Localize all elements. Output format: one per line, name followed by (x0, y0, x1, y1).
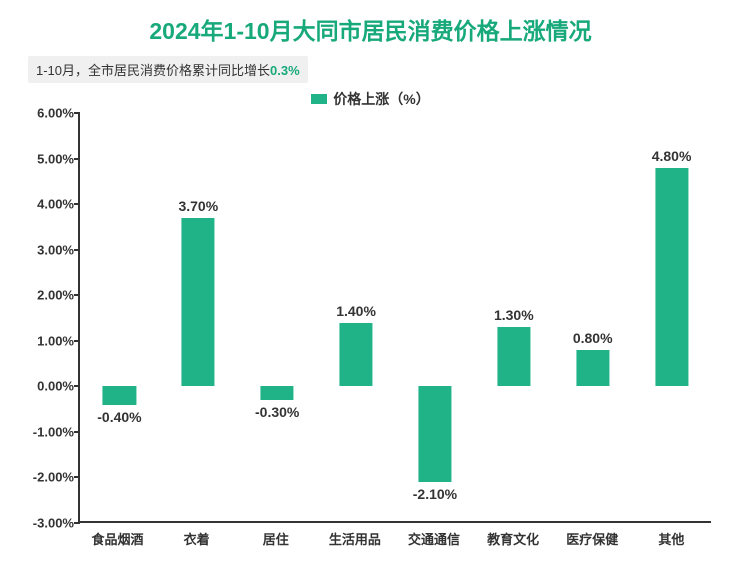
y-tick-label: 4.00% (22, 197, 74, 212)
y-tick-mark (74, 158, 80, 160)
y-tick-label: 0.00% (22, 379, 74, 394)
bar-slot: 1.40% (317, 113, 396, 521)
y-tick-label: -1.00% (22, 424, 74, 439)
chart-title: 2024年1-10月大同市居民消费价格上涨情况 (20, 12, 721, 46)
bar-value-label: 3.70% (178, 198, 218, 214)
y-tick-mark (74, 476, 80, 478)
bar-value-label: 1.30% (494, 307, 534, 323)
y-tick-mark (74, 294, 80, 296)
y-tick-mark (74, 340, 80, 342)
bar (340, 323, 373, 387)
bar (576, 350, 609, 386)
bar-value-label: 0.80% (573, 330, 613, 346)
bars-layer: -0.40% 3.70% -0.30% 1.40% -2.10% 1.30% 0.80% 4.… (80, 113, 711, 521)
y-tick-label: 2.00% (22, 288, 74, 303)
bar (497, 327, 530, 386)
chart-container: 2024年1-10月大同市居民消费价格上涨情况 1-10月，全市居民消费价格累计… (0, 0, 741, 584)
legend: 价格上涨（%） (20, 89, 721, 109)
x-axis-label: 衣着 (184, 529, 210, 548)
plot-area: -0.40% 3.70% -0.30% 1.40% -2.10% 1.30% 0.80% 4.… (78, 113, 711, 523)
x-axis-label: 食品烟酒 (92, 529, 144, 548)
bar-slot: -2.10% (396, 113, 475, 521)
x-axis-label: 其他 (658, 529, 684, 548)
y-tick-mark (74, 431, 80, 433)
bar-slot: 1.30% (474, 113, 553, 521)
y-tick-mark (74, 203, 80, 205)
legend-marker (311, 94, 327, 104)
legend-label: 价格上涨（%） (333, 91, 429, 107)
y-tick-label: 5.00% (22, 151, 74, 166)
subtitle-box: 1-10月，全市居民消费价格累计同比增长0.3% (28, 56, 308, 83)
bar-value-label: 1.40% (336, 303, 376, 319)
subtitle-highlight: 0.3% (270, 63, 300, 78)
y-tick-label: 6.00% (22, 106, 74, 121)
bar-value-label: -0.30% (255, 404, 299, 420)
bar-value-label: 4.80% (652, 148, 692, 164)
bar (103, 386, 136, 404)
bar-slot: -0.40% (80, 113, 159, 521)
bar (418, 386, 451, 482)
y-tick-mark (74, 385, 80, 387)
x-axis-labels: 食品烟酒 衣着 居住 生活用品 交通通信 教育文化 医疗保健 其他 (78, 523, 711, 553)
y-tick-label: -2.00% (22, 470, 74, 485)
bar-slot: 4.80% (632, 113, 711, 521)
bar (261, 386, 294, 400)
bar-value-label: -0.40% (97, 409, 141, 425)
y-tick-label: 1.00% (22, 333, 74, 348)
x-axis-label: 生活用品 (329, 529, 381, 548)
subtitle-prefix: 1-10月，全市居民消费价格累计同比增长 (36, 63, 270, 78)
x-axis-label: 医疗保健 (566, 529, 618, 548)
bar-value-label: -2.10% (413, 486, 457, 502)
bar-slot: -0.30% (238, 113, 317, 521)
x-axis-label: 教育文化 (487, 529, 539, 548)
bar-slot: 3.70% (159, 113, 238, 521)
y-tick-label: 3.00% (22, 242, 74, 257)
bar-slot: 0.80% (553, 113, 632, 521)
y-tick-label: -3.00% (22, 516, 74, 531)
bar (182, 218, 215, 387)
bar (655, 168, 688, 387)
y-tick-mark (74, 249, 80, 251)
x-axis-label: 居住 (263, 529, 289, 548)
x-axis-label: 交通通信 (408, 529, 460, 548)
y-tick-mark (74, 112, 80, 114)
